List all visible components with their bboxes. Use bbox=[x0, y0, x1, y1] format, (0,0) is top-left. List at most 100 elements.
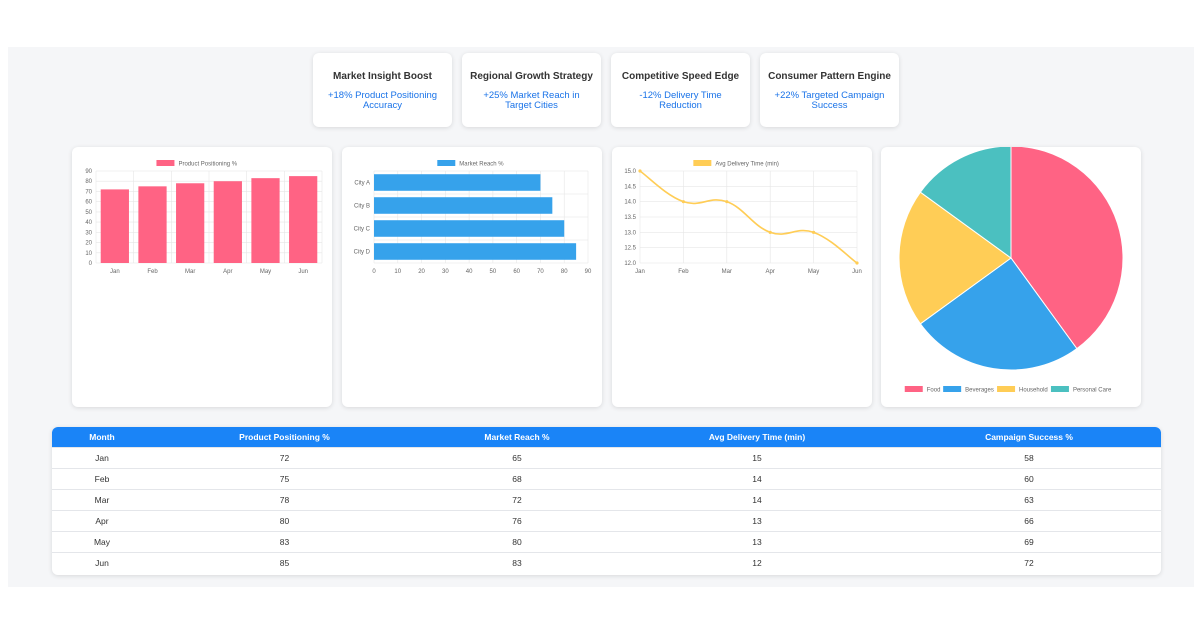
bar bbox=[374, 197, 553, 214]
legend-swatch bbox=[156, 160, 175, 166]
table-cell: 13 bbox=[617, 510, 897, 532]
y-tick-label: 70 bbox=[85, 189, 92, 195]
pie-slice bbox=[919, 147, 1012, 259]
kpi-card-regional-growth: Regional Growth Strategy +25% Market Rea… bbox=[462, 53, 601, 127]
pie-slice bbox=[919, 257, 1078, 371]
x-tick-label: 70 bbox=[537, 269, 544, 275]
x-tick-label: Feb bbox=[147, 269, 158, 275]
x-tick-label: Apr bbox=[223, 269, 232, 275]
table-cell: 83 bbox=[152, 531, 417, 553]
series-line bbox=[639, 170, 858, 264]
data-point bbox=[725, 200, 729, 204]
bar bbox=[100, 189, 129, 263]
market-reach-chart-card: Market Reach % 0 10 20 30 40 50 60 70 80 90 City A C… bbox=[342, 147, 602, 407]
table-cell: 75 bbox=[152, 468, 417, 490]
table-cell: 72 bbox=[152, 447, 417, 469]
legend-label: Product Positioning % bbox=[178, 162, 237, 168]
kpi-card-market-insight: Market Insight Boost +18% Product Positi… bbox=[313, 53, 452, 127]
table-cell: 78 bbox=[152, 489, 417, 511]
table-cell: Jun bbox=[52, 552, 152, 573]
table-cell: 66 bbox=[897, 510, 1161, 532]
category-pie-chart-card: Food Beverages Household Personal Care bbox=[881, 147, 1141, 407]
y-tick-label: 50 bbox=[85, 210, 92, 216]
table-cell: 68 bbox=[417, 468, 617, 490]
delivery-time-chart-card: Avg Delivery Time (min) 12.0 12.5 13.0 13.5 1… bbox=[612, 147, 872, 407]
delivery-time-line-chart: Avg Delivery Time (min) 12.0 12.5 13.0 13.5 1… bbox=[624, 160, 862, 275]
dashboard-page: Market Insight Boost +18% Product Positi… bbox=[8, 47, 1194, 587]
table-row: Apr 80 76 13 66 bbox=[52, 510, 1161, 532]
table-cell: 65 bbox=[417, 447, 617, 469]
column-header-month: Month bbox=[52, 427, 152, 448]
data-point bbox=[812, 230, 816, 234]
data-point bbox=[638, 169, 642, 173]
x-tick-label: May bbox=[808, 269, 819, 275]
legend-swatch bbox=[943, 386, 962, 392]
kpi-card-consumer-pattern: Consumer Pattern Engine +22% Targeted Ca… bbox=[760, 53, 899, 127]
legend-label: Market Reach % bbox=[459, 162, 504, 168]
table-cell: 72 bbox=[897, 552, 1161, 573]
table-cell: Mar bbox=[52, 489, 152, 511]
table-row: May 83 80 13 69 bbox=[52, 531, 1161, 553]
y-tick-label: 13.0 bbox=[624, 230, 636, 236]
x-tick-label: Jan bbox=[635, 269, 645, 275]
x-tick-label: Jun bbox=[298, 269, 308, 275]
legend-label: Personal Care bbox=[1073, 388, 1112, 394]
table-cell: Feb bbox=[52, 468, 152, 490]
legend-label: Avg Delivery Time (min) bbox=[715, 162, 779, 168]
y-tick-label: 30 bbox=[85, 230, 92, 236]
bar bbox=[176, 183, 205, 263]
legend-swatch bbox=[693, 160, 712, 166]
column-header-delivery: Avg Delivery Time (min) bbox=[617, 427, 897, 448]
table-cell: 76 bbox=[417, 510, 617, 532]
y-tick-label: 0 bbox=[89, 261, 93, 267]
x-tick-label: 20 bbox=[418, 269, 425, 275]
y-tick-label: City B bbox=[354, 204, 370, 210]
table-cell: 13 bbox=[617, 531, 897, 553]
bar bbox=[251, 178, 280, 263]
data-point bbox=[768, 230, 772, 234]
y-tick-label: 14.5 bbox=[624, 184, 636, 190]
x-tick-label: 40 bbox=[466, 269, 473, 275]
table-cell: 83 bbox=[417, 552, 617, 573]
x-tick-label: Feb bbox=[678, 269, 689, 275]
table-cell: 80 bbox=[417, 531, 617, 553]
y-tick-label: City C bbox=[354, 227, 371, 233]
kpi-card-competitive-speed: Competitive Speed Edge -12% Delivery Tim… bbox=[611, 53, 750, 127]
kpi-value: +22% Targeted Campaign Success bbox=[774, 90, 885, 111]
table-row: Jun 85 83 12 72 bbox=[52, 552, 1161, 573]
bar bbox=[289, 176, 318, 263]
column-header-campaign: Campaign Success % bbox=[897, 427, 1161, 448]
x-tick-label: Mar bbox=[722, 269, 732, 275]
x-tick-label: Jan bbox=[110, 269, 120, 275]
legend-swatch bbox=[437, 160, 456, 166]
legend-label: Beverages bbox=[965, 388, 994, 394]
table-cell: 72 bbox=[417, 489, 617, 511]
bar bbox=[374, 243, 577, 260]
kpi-title: Consumer Pattern Engine bbox=[768, 71, 891, 82]
table-header-row: Month Product Positioning % Market Reach… bbox=[52, 427, 1161, 448]
category-pie-chart: Food Beverages Household Personal Care bbox=[898, 147, 1124, 394]
table-cell: 14 bbox=[617, 468, 897, 490]
y-tick-label: 40 bbox=[85, 220, 92, 226]
table-cell: 14 bbox=[617, 489, 897, 511]
bar bbox=[213, 181, 242, 263]
y-tick-label: 15.0 bbox=[624, 169, 636, 175]
pie-slice bbox=[1010, 147, 1124, 350]
table-cell: 63 bbox=[897, 489, 1161, 511]
table-row: Mar 78 72 14 63 bbox=[52, 489, 1161, 511]
x-tick-label: 60 bbox=[513, 269, 520, 275]
legend-label: Food bbox=[927, 388, 941, 394]
kpi-title: Competitive Speed Edge bbox=[621, 71, 740, 82]
x-tick-label: May bbox=[260, 269, 271, 275]
kpi-value: -12% Delivery Time Reduction bbox=[639, 90, 722, 111]
x-tick-label: Jun bbox=[852, 269, 862, 275]
product-positioning-bar-chart: Product Positioning % 0 10 20 30 40 50 60 70 80 90… bbox=[85, 160, 323, 275]
y-tick-label: 12.5 bbox=[624, 246, 636, 252]
market-reach-bar-chart: Market Reach % 0 10 20 30 40 50 60 70 80 90 City A C… bbox=[354, 160, 592, 275]
table-cell: 69 bbox=[897, 531, 1161, 553]
x-tick-label: 10 bbox=[394, 269, 401, 275]
kpi-value: +18% Product Positioning Accuracy bbox=[327, 90, 438, 111]
table-cell: 12 bbox=[617, 552, 897, 573]
y-tick-label: 14.0 bbox=[624, 200, 636, 206]
x-tick-label: 30 bbox=[442, 269, 449, 275]
